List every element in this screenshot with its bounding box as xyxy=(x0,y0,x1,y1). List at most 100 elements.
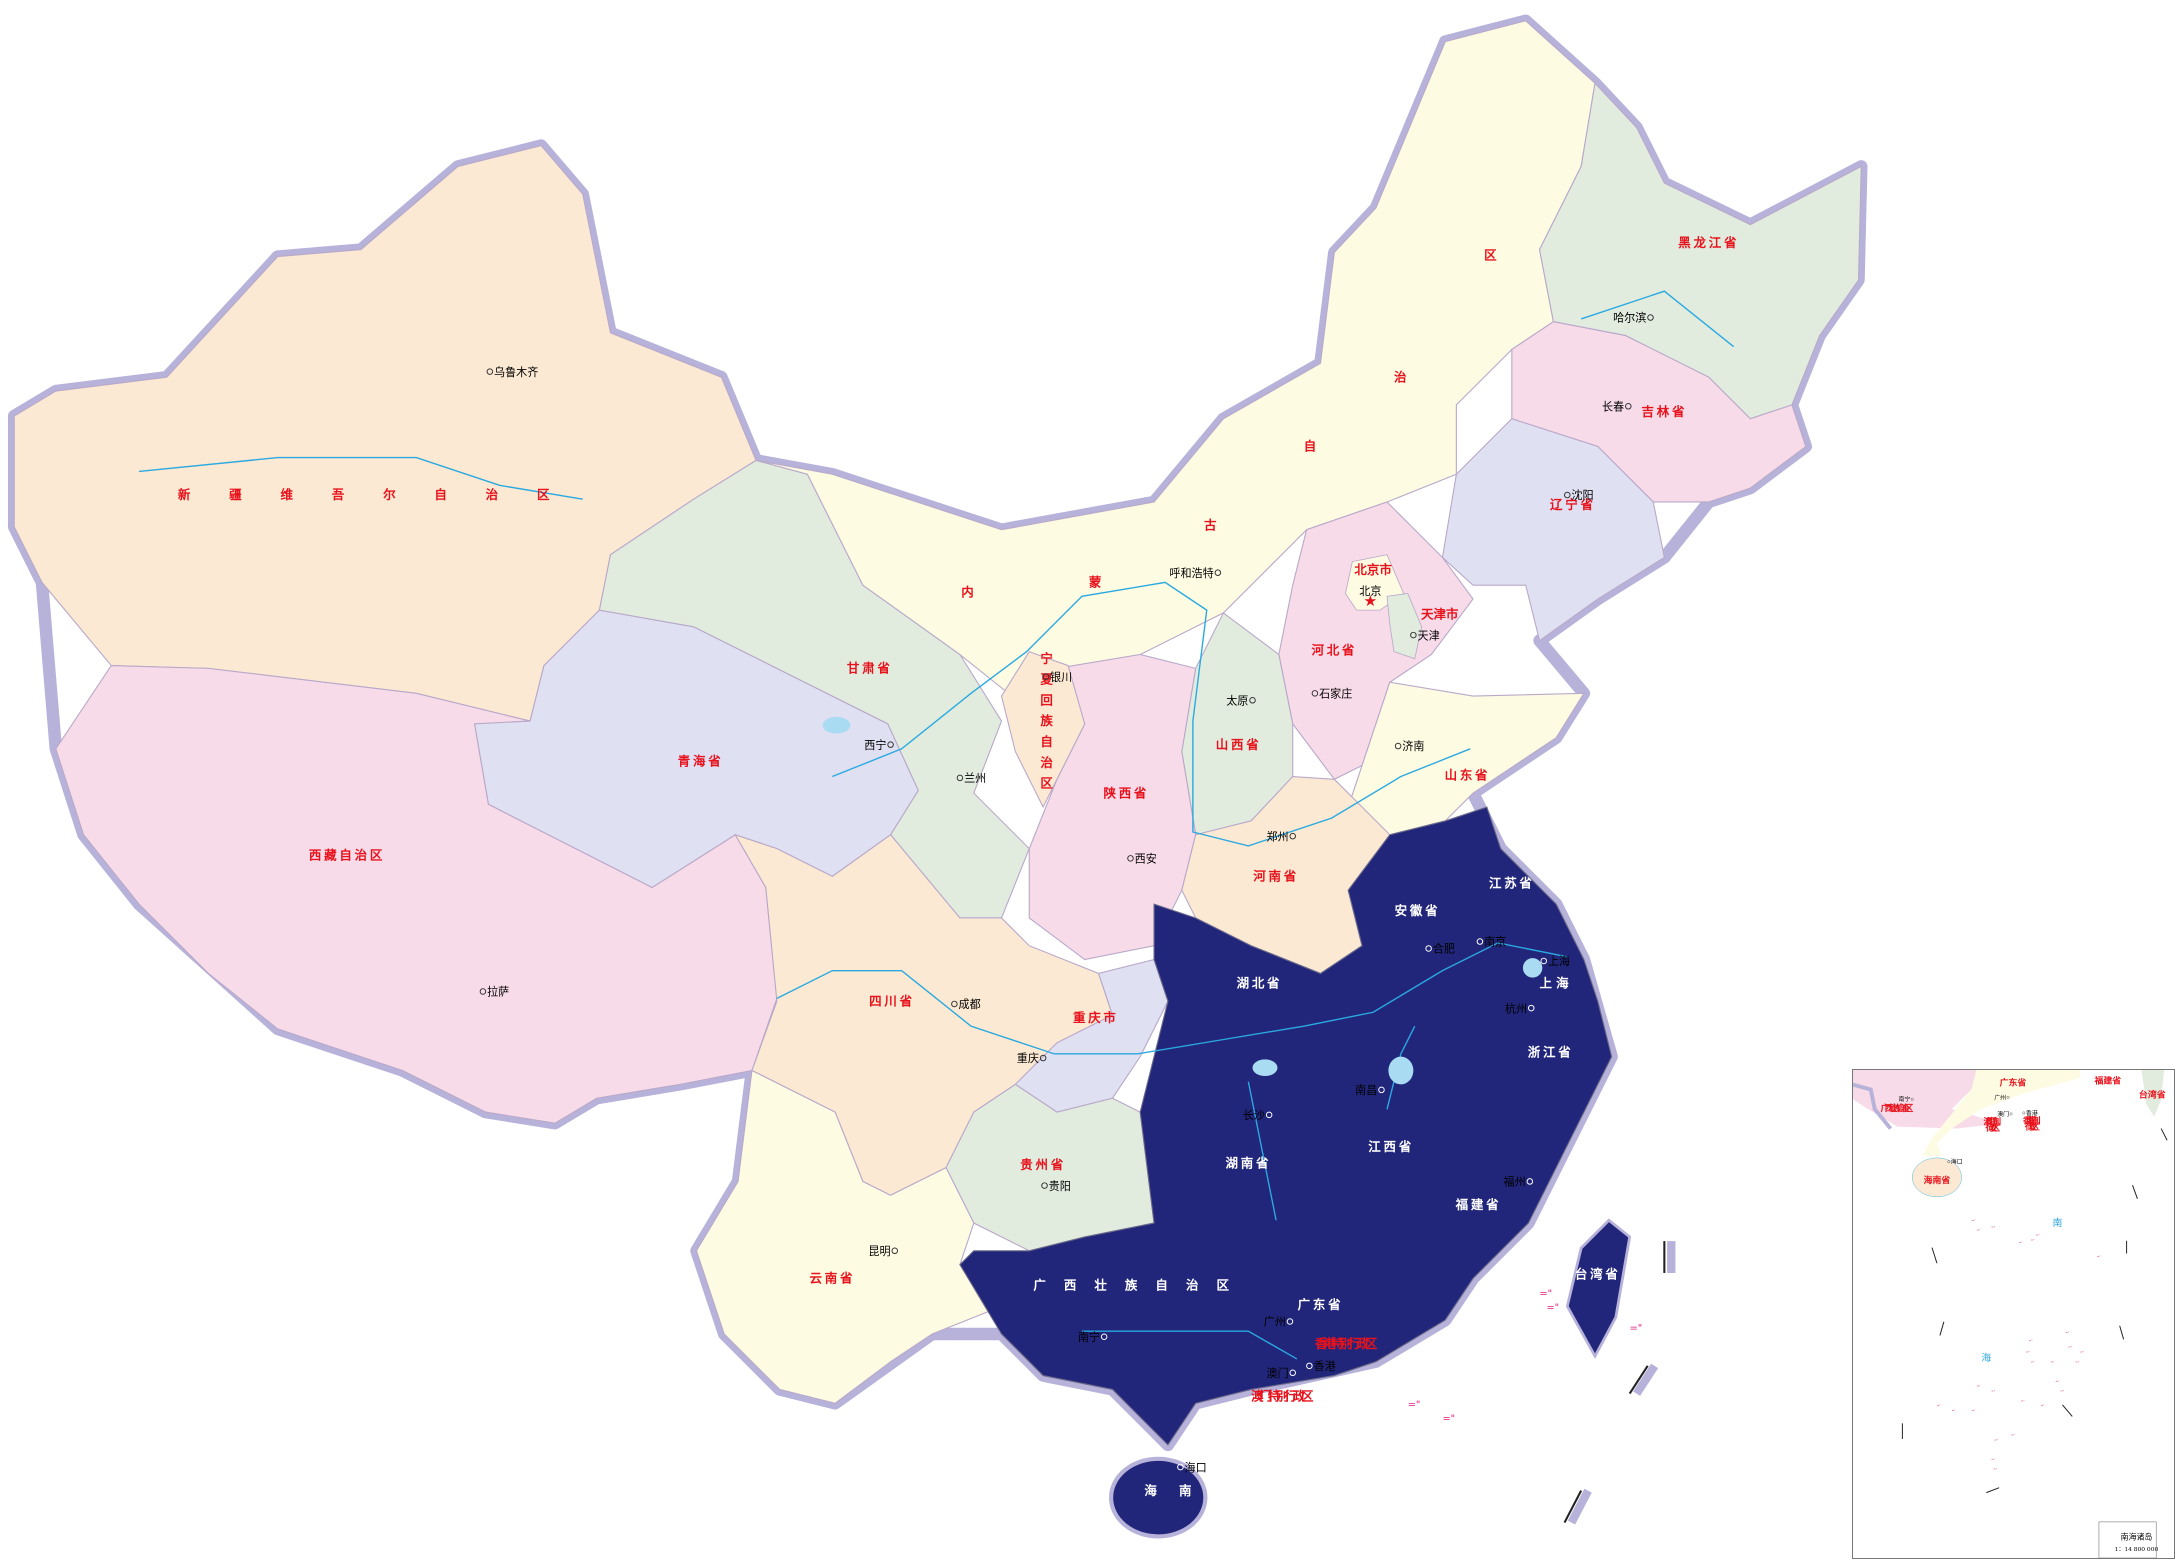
city-marker[interactable]: 广州 xyxy=(1264,1316,1294,1329)
city-marker[interactable]: 西安 xyxy=(1127,852,1157,866)
city-label: 澳门 xyxy=(1266,1366,1288,1380)
city-marker[interactable]: 天津 xyxy=(1410,629,1440,642)
city-marker[interactable]: 太原 xyxy=(1226,694,1256,707)
city-marker[interactable]: 南京 xyxy=(1476,935,1506,949)
city-label: 成都 xyxy=(959,998,981,1011)
city-dot-icon xyxy=(1265,1111,1273,1119)
province-label: 辽宁省 xyxy=(1550,497,1596,512)
province-label-text: 山东省 xyxy=(1445,767,1491,782)
province-label: 广东省 xyxy=(1298,1297,1341,1312)
province-label: 广西壮族自治区 xyxy=(1033,1278,1229,1293)
province-hainan[interactable] xyxy=(1108,1456,1208,1539)
inset-province-label: 澳门特别行政区 xyxy=(1983,1116,2001,1134)
inset-city-label: 澳门 xyxy=(1997,1110,2009,1118)
city-marker[interactable]: 银川 xyxy=(1042,670,1072,684)
city-dot-icon xyxy=(1249,697,1256,704)
city-marker[interactable]: 沈阳 xyxy=(1564,488,1594,502)
island-mark: =" xyxy=(1408,1399,1421,1410)
province-label: 西藏自治区 xyxy=(309,848,382,863)
city-marker[interactable]: 成都 xyxy=(951,998,981,1011)
city-marker[interactable]: 拉萨 xyxy=(479,985,509,999)
province-shandong[interactable] xyxy=(1347,681,1585,836)
city-dot-icon xyxy=(1214,569,1222,576)
city-marker[interactable]: 长沙 xyxy=(1243,1109,1273,1122)
island-mark: =" xyxy=(1991,1225,1995,1229)
city-marker[interactable]: 长春 xyxy=(1602,400,1632,413)
city-marker[interactable]: 澳门 xyxy=(1266,1366,1296,1380)
inset-province-label: 台湾省 xyxy=(2139,1088,2166,1100)
province-label-text: 辽宁省 xyxy=(1550,497,1596,512)
city-marker[interactable]: 上海 xyxy=(1540,954,1570,968)
inset-city-label: 南宁 xyxy=(1898,1095,1910,1103)
city-marker[interactable]: 郑州 xyxy=(1266,829,1296,843)
inset-city-label: 广州 xyxy=(1994,1093,2006,1101)
province-label: 河北省 xyxy=(1311,643,1354,658)
city-marker[interactable]: 重庆 xyxy=(1017,1051,1047,1065)
island-mark: =" xyxy=(2031,1360,2035,1364)
city-marker[interactable]: 哈尔滨 xyxy=(1613,311,1654,325)
province-label-text: 湖北省 xyxy=(1237,975,1283,990)
island-mark: =" xyxy=(2041,1404,2045,1408)
city-marker[interactable]: 海口 xyxy=(1177,1460,1207,1474)
city-marker[interactable]: 济南 xyxy=(1394,739,1424,753)
city-dot-icon xyxy=(1526,1178,1534,1185)
river xyxy=(832,581,1471,847)
boundary-dash xyxy=(2132,1185,2138,1199)
province-label-text: 浙江省 xyxy=(1528,1045,1574,1060)
city-marker[interactable]: 香港 xyxy=(1306,1360,1336,1373)
province-label-text: 广西壮族自治区 xyxy=(1033,1278,1229,1293)
city-label: 郑州 xyxy=(1266,829,1288,843)
city-marker[interactable]: 合肥 xyxy=(1425,942,1455,956)
province-label-text: 香港特别行政区 xyxy=(1314,1336,1378,1351)
province-tianjin[interactable] xyxy=(1386,593,1423,660)
city-marker[interactable]: 石家庄 xyxy=(1311,686,1352,700)
city-dot-icon xyxy=(891,1247,899,1255)
province-label: 陕西省 xyxy=(1103,785,1146,800)
island-mark: =" xyxy=(2080,1350,2084,1354)
province-taiwan[interactable] xyxy=(1565,1218,1632,1360)
city-marker[interactable]: 呼和浩特 xyxy=(1169,566,1222,580)
city-dot-icon xyxy=(1947,1160,1951,1164)
city-marker[interactable]: 昆明 xyxy=(868,1245,899,1258)
province-label: 内蒙古自治区 xyxy=(961,247,1497,599)
city-marker[interactable]: 福州 xyxy=(1504,1175,1534,1189)
province-label-text: 云南省 xyxy=(809,1271,855,1286)
island-mark: =" xyxy=(1630,1323,1643,1334)
city-dot-icon xyxy=(2022,1111,2026,1115)
province-label: 青海省 xyxy=(678,753,721,768)
city-marker[interactable]: 南宁 xyxy=(1078,1330,1108,1344)
province-highlighted-region[interactable] xyxy=(959,806,1613,1446)
city-marker[interactable]: 杭州 xyxy=(1505,1001,1535,1015)
city-dot-icon xyxy=(1625,403,1632,410)
island-mark: =" xyxy=(1976,1228,1980,1232)
province-label: 云南省 xyxy=(809,1271,855,1286)
boundary-dash xyxy=(2160,1128,2168,1141)
river xyxy=(1247,1081,1277,1221)
city-dot-icon xyxy=(1289,832,1296,840)
inset-sea-label: 南 xyxy=(2053,1216,2063,1229)
city-marker[interactable]: ★北京 xyxy=(1359,584,1381,610)
province-label-text: 台湾省 xyxy=(1575,1267,1621,1282)
island-mark: =" xyxy=(1993,1467,1997,1471)
island-mark: =" xyxy=(2055,1379,2059,1383)
province-label-text: 山西省 xyxy=(1216,737,1262,752)
lake-dongting xyxy=(1252,1059,1278,1077)
province-label-text: 内蒙古自治区 xyxy=(961,247,1497,599)
city-label: 香港 xyxy=(1314,1360,1336,1373)
inset-taiwan xyxy=(2141,1070,2165,1117)
city-dot-icon xyxy=(1306,1362,1313,1370)
inset-city: 香港 xyxy=(2022,1109,2038,1117)
city-label: 哈尔滨 xyxy=(1613,311,1646,325)
province-liaoning[interactable] xyxy=(1441,418,1665,642)
city-marker[interactable]: 贵阳 xyxy=(1041,1180,1071,1193)
city-marker[interactable]: 兰州 xyxy=(956,772,986,785)
island-mark: =" xyxy=(1976,1384,1980,1388)
city-marker[interactable]: 乌鲁木齐 xyxy=(486,365,538,379)
city-marker[interactable]: 西宁 xyxy=(864,738,894,752)
city-dot-icon xyxy=(1647,314,1654,321)
island-mark: =" xyxy=(2011,1433,2015,1437)
province-ningxia[interactable] xyxy=(1000,651,1086,809)
inset-province-label: 香港特别行政区 xyxy=(2022,1115,2041,1133)
city-label: 福州 xyxy=(1504,1175,1526,1189)
city-marker[interactable]: 南昌 xyxy=(1355,1084,1385,1097)
